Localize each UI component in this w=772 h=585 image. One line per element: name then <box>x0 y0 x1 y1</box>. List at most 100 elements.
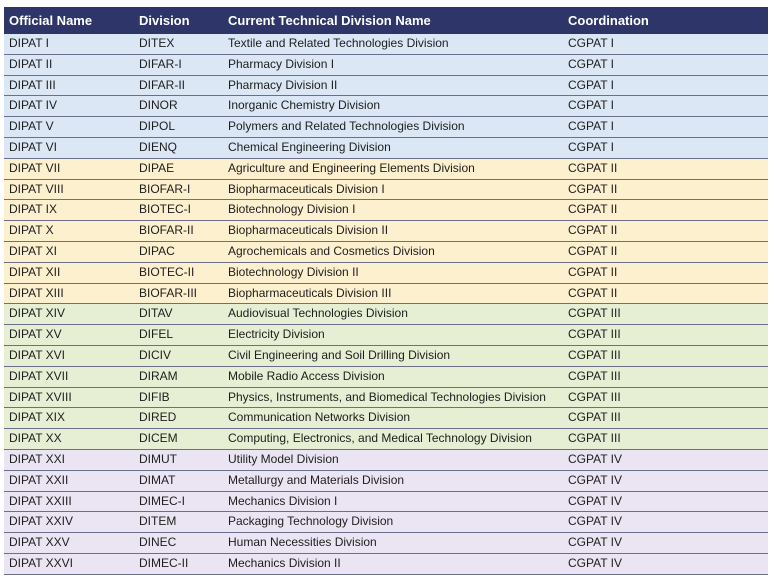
cell-division: DITEX <box>134 34 223 55</box>
cell-technical-division-name: Biopharmaceuticals Division III <box>223 283 563 305</box>
header-official-name: Official Name <box>9 13 93 28</box>
cell-official-name: DIPAT XXIII <box>4 491 134 513</box>
cell-official-name: DIPAT XIX <box>4 407 134 430</box>
cell-division: DICIV <box>134 345 223 367</box>
cell-technical-division-name: Agriculture and Engineering Elements Div… <box>223 158 563 180</box>
cell-technical-division-name: Agrochemicals and Cosmetics Division <box>223 241 563 263</box>
cell-division: DIRED <box>134 407 223 430</box>
cell-division: BIOFAR-I <box>134 179 223 201</box>
cell-technical-division-name: Civil Engineering and Soil Drilling Divi… <box>223 345 563 367</box>
table-header: Official Name Division Current Technical… <box>4 7 768 34</box>
cell-coordination: CGPAT I <box>563 54 768 76</box>
cell-coordination: CGPAT III <box>563 366 768 388</box>
cell-official-name: DIPAT XVIII <box>4 387 134 409</box>
table-row: DIPAT X BIOFAR-II Biopharmaceuticals Divis… <box>4 220 768 242</box>
table-row: DIPAT XII BIOTEC-II Biotechnology Division… <box>4 262 768 284</box>
cell-coordination: CGPAT IV <box>563 470 768 492</box>
header-coordination: Coordination <box>568 13 649 28</box>
cell-coordination: CGPAT II <box>563 262 768 284</box>
cell-official-name: DIPAT XIV <box>4 303 134 326</box>
cell-technical-division-name: Mechanics Division I <box>223 491 563 513</box>
cell-official-name: DIPAT V <box>4 116 134 138</box>
table-row: DIPAT XXIII DIMEC-I Mechanics Division I CG… <box>4 491 768 513</box>
cell-coordination: CGPAT III <box>563 303 768 326</box>
table-row: DIPAT XV DIFEL Electricity Division CGPAT I… <box>4 324 768 346</box>
cell-coordination: CGPAT IV <box>563 532 768 554</box>
table-row: DIPAT XI DIPAC Agrochemicals and Cosmetics… <box>4 241 768 263</box>
table-row: DIPAT I DITEX Textile and Related Technolo… <box>4 34 768 55</box>
cell-division: DIFAR-I <box>134 54 223 76</box>
cell-coordination: CGPAT IV <box>563 449 768 471</box>
table-row: DIPAT XX DICEM Computing, Electronics, and… <box>4 428 768 450</box>
cell-division: DIFEL <box>134 324 223 346</box>
cell-technical-division-name: Physics, Instruments, and Biomedical Tec… <box>223 387 563 409</box>
table-row: DIPAT XVIII DIFIB Physics, Instruments, an… <box>4 387 768 409</box>
cell-official-name: DIPAT XV <box>4 324 134 346</box>
cell-technical-division-name: Audiovisual Technologies Division <box>223 303 563 326</box>
table-row: DIPAT VIII BIOFAR-I Biopharmaceuticals Div… <box>4 179 768 201</box>
cell-division: BIOTEC-II <box>134 262 223 284</box>
cell-technical-division-name: Biopharmaceuticals Division II <box>223 220 563 242</box>
cell-coordination: CGPAT IV <box>563 491 768 513</box>
cell-coordination: CGPAT II <box>563 283 768 305</box>
cell-coordination: CGPAT III <box>563 345 768 367</box>
cell-technical-division-name: Biotechnology Division II <box>223 262 563 284</box>
cell-coordination: CGPAT II <box>563 158 768 180</box>
table-row: DIPAT VI DIENQ Chemical Engineering Divisi… <box>4 137 768 159</box>
cell-division: BIOFAR-II <box>134 220 223 242</box>
table-row: DIPAT III DIFAR-II Pharmacy Division II CGP… <box>4 75 768 97</box>
cell-technical-division-name: Mobile Radio Access Division <box>223 366 563 388</box>
cell-division: DITAV <box>134 303 223 326</box>
table-row: DIPAT XIV DITAV Audiovisual Technologies D… <box>4 303 768 326</box>
cell-official-name: DIPAT II <box>4 54 134 76</box>
cell-official-name: DIPAT X <box>4 220 134 242</box>
cell-division: DIPAE <box>134 158 223 180</box>
cell-division: DIMAT <box>134 470 223 492</box>
cell-technical-division-name: Biopharmaceuticals Division I <box>223 179 563 201</box>
cell-coordination: CGPAT IV <box>563 511 768 534</box>
cell-technical-division-name: Chemical Engineering Division <box>223 137 563 159</box>
cell-official-name: DIPAT III <box>4 75 134 97</box>
cell-technical-division-name: Computing, Electronics, and Medical Tech… <box>223 428 563 450</box>
header-row: Official Name Division Current Technical… <box>4 7 768 34</box>
cell-division: BIOTEC-I <box>134 199 223 222</box>
cell-division: DIMEC-I <box>134 491 223 513</box>
table-row: DIPAT XIX DIRED Communication Networks Div… <box>4 407 768 430</box>
cell-official-name: DIPAT XVII <box>4 366 134 388</box>
cell-division: DIPOL <box>134 116 223 138</box>
cell-technical-division-name: Mechanics Division II <box>223 553 563 575</box>
table-row: DIPAT V DIPOL Polymers and Related Technol… <box>4 116 768 138</box>
cell-division: DIFIB <box>134 387 223 409</box>
cell-coordination: CGPAT I <box>563 95 768 118</box>
cell-technical-division-name: Textile and Related Technologies Divisio… <box>223 34 563 55</box>
table-row: DIPAT IV DINOR Inorganic Chemistry Divisio… <box>4 95 768 118</box>
cell-official-name: DIPAT VII <box>4 158 134 180</box>
table-row: DIPAT XVII DIRAM Mobile Radio Access Divis… <box>4 366 768 388</box>
table-row: DIPAT XXI DIMUT Utility Model Division CGPA… <box>4 449 768 471</box>
division-table-container: Official Name Division Current Technical… <box>4 7 768 575</box>
cell-technical-division-name: Utility Model Division <box>223 449 563 471</box>
cell-division: DICEM <box>134 428 223 450</box>
cell-division: DINOR <box>134 95 223 118</box>
cell-technical-division-name: Human Necessities Division <box>223 532 563 554</box>
cell-official-name: DIPAT IV <box>4 95 134 118</box>
header-division: Division <box>139 13 190 28</box>
cell-technical-division-name: Polymers and Related Technologies Divisi… <box>223 116 563 138</box>
cell-division: DIENQ <box>134 137 223 159</box>
table-row: DIPAT XXII DIMAT Metallurgy and Materials … <box>4 470 768 492</box>
cell-division: DIMEC-II <box>134 553 223 575</box>
cell-division: DITEM <box>134 511 223 534</box>
table-row: DIPAT XIII BIOFAR-III Biopharmaceuticals D… <box>4 283 768 305</box>
division-table: Official Name Division Current Technical… <box>4 7 768 575</box>
cell-coordination: CGPAT II <box>563 220 768 242</box>
cell-official-name: DIPAT XXI <box>4 449 134 471</box>
cell-coordination: CGPAT II <box>563 179 768 201</box>
cell-official-name: DIPAT VI <box>4 137 134 159</box>
cell-official-name: DIPAT XXVI <box>4 553 134 575</box>
cell-division: DIPAC <box>134 241 223 263</box>
table-row: DIPAT XVI DICIV Civil Engineering and Soil… <box>4 345 768 367</box>
cell-coordination: CGPAT I <box>563 137 768 159</box>
cell-coordination: CGPAT III <box>563 428 768 450</box>
cell-technical-division-name: Biotechnology Division I <box>223 199 563 222</box>
cell-technical-division-name: Inorganic Chemistry Division <box>223 95 563 118</box>
